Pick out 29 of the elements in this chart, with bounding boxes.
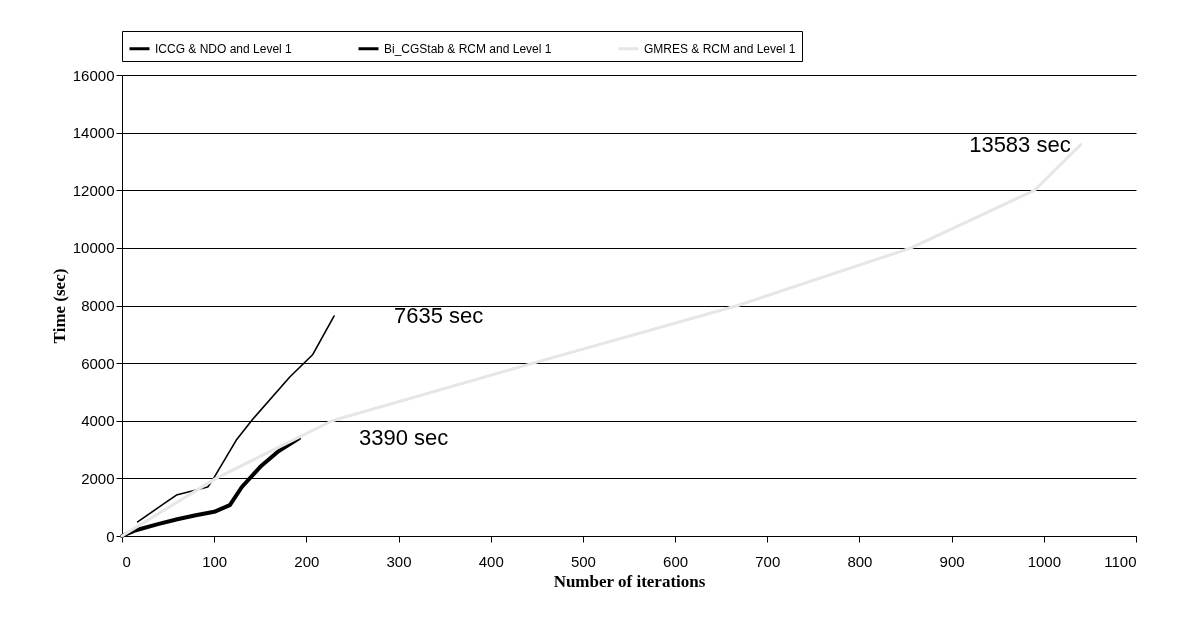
x-tick-label: 700	[755, 552, 781, 570]
y-tick-label: 8000	[81, 297, 115, 314]
y-tick-label: 16000	[72, 66, 115, 84]
annotation: 13583 sec	[969, 131, 1071, 157]
x-tick-label: 600	[663, 552, 689, 570]
x-tick-label: 900	[939, 552, 965, 570]
y-tick-label: 6000	[81, 354, 115, 372]
annotation: 3390 sec	[358, 425, 449, 451]
x-tick-label: 200	[294, 552, 320, 570]
legend-label: GMRES & RCM and Level 1	[644, 41, 796, 56]
annotation: 7635 sec	[394, 303, 484, 329]
y-tick-label: 12000	[72, 181, 115, 199]
x-tick-label: 300	[386, 552, 412, 570]
x-tick-label: 0	[122, 552, 131, 570]
x-axis-title: Number of iterations	[553, 571, 706, 591]
y-axis-title: Time (sec)	[49, 268, 69, 344]
y-tick-label: 2000	[81, 469, 115, 487]
x-tick-label: 1100	[1104, 552, 1137, 570]
x-tick-label: 1000	[1027, 552, 1062, 570]
x-tick-label: 500	[570, 552, 596, 570]
x-tick-label: 400	[478, 552, 504, 570]
y-tick-label: 10000	[72, 239, 115, 257]
legend-label: Bi_CGStab & RCM and Level 1	[384, 41, 552, 56]
y-tick-label: 4000	[81, 412, 115, 430]
legend-label: ICCG & NDO and Level 1	[155, 41, 293, 56]
y-tick-label: 14000	[72, 124, 115, 142]
y-tick-label: 0	[106, 527, 115, 545]
x-tick-label: 800	[847, 552, 873, 570]
x-tick-label: 100	[202, 552, 228, 570]
